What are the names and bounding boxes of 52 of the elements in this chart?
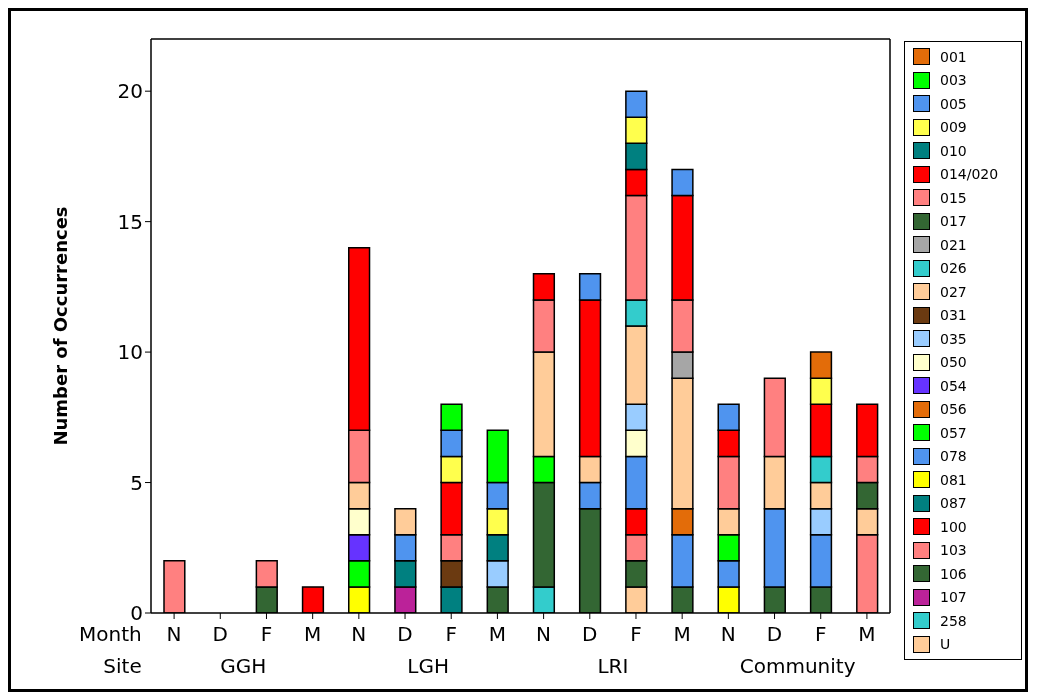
legend-label: 001 — [940, 48, 967, 65]
x-tick-label: F — [814, 622, 827, 646]
legend-label: 054 — [940, 377, 967, 394]
legend-label: 103 — [940, 542, 967, 559]
legend-label: 056 — [940, 401, 967, 418]
text: LGH — [407, 654, 449, 678]
y-tick-label: 10 — [117, 340, 143, 365]
text: Site — [103, 654, 142, 678]
legend-label: 035 — [940, 330, 967, 347]
y-axis-title: Number of Occurrences — [50, 206, 72, 446]
legend-label: 107 — [940, 589, 967, 606]
legend-label: 017 — [940, 213, 967, 230]
x-tick-label: F — [445, 622, 457, 646]
y-tick-label: 5 — [130, 470, 143, 495]
legend-label: 050 — [940, 354, 967, 371]
legend-label: 005 — [940, 95, 967, 112]
legend-label: 026 — [940, 260, 967, 277]
legend-label: 031 — [940, 307, 967, 324]
x-tick-label: N — [351, 622, 367, 646]
legend-label: 014/020 — [940, 166, 999, 183]
x-tick-label: N — [166, 622, 182, 646]
text: Community — [739, 654, 856, 678]
x-tick-label: M — [858, 622, 876, 646]
legend-label: 021 — [940, 236, 967, 253]
x-tick-label: D — [582, 622, 598, 646]
x-tick-label: F — [630, 622, 642, 646]
x-tick-label: N — [720, 622, 736, 646]
x-tick-label: F — [260, 622, 273, 646]
legend-label: 087 — [940, 495, 967, 512]
legend-label: 081 — [940, 471, 967, 488]
text: GGH — [220, 654, 267, 678]
legend-label: 003 — [940, 72, 967, 89]
x-tick-label: M — [304, 622, 322, 646]
y-tick-label: 20 — [117, 79, 143, 104]
legend-label: 078 — [940, 448, 967, 465]
legend-label: U — [940, 636, 951, 653]
legend-label: 015 — [940, 189, 967, 206]
x-tick-label: D — [397, 622, 413, 646]
legend-label: 100 — [940, 518, 967, 535]
x-tick-label: M — [488, 622, 507, 646]
legend-label: 106 — [940, 565, 967, 582]
y-tick-label: 15 — [117, 209, 143, 234]
legend-label: 258 — [940, 612, 967, 629]
x-tick-label: N — [536, 622, 552, 646]
legend-label: 009 — [940, 119, 967, 136]
legend-label: 010 — [940, 142, 967, 159]
x-tick-label: D — [212, 622, 228, 646]
x-tick-label: M — [673, 622, 691, 646]
legend-label: 027 — [940, 283, 967, 300]
legend-label: 057 — [940, 424, 967, 441]
x-tick-label: D — [766, 622, 783, 646]
text: LRI — [597, 654, 629, 678]
